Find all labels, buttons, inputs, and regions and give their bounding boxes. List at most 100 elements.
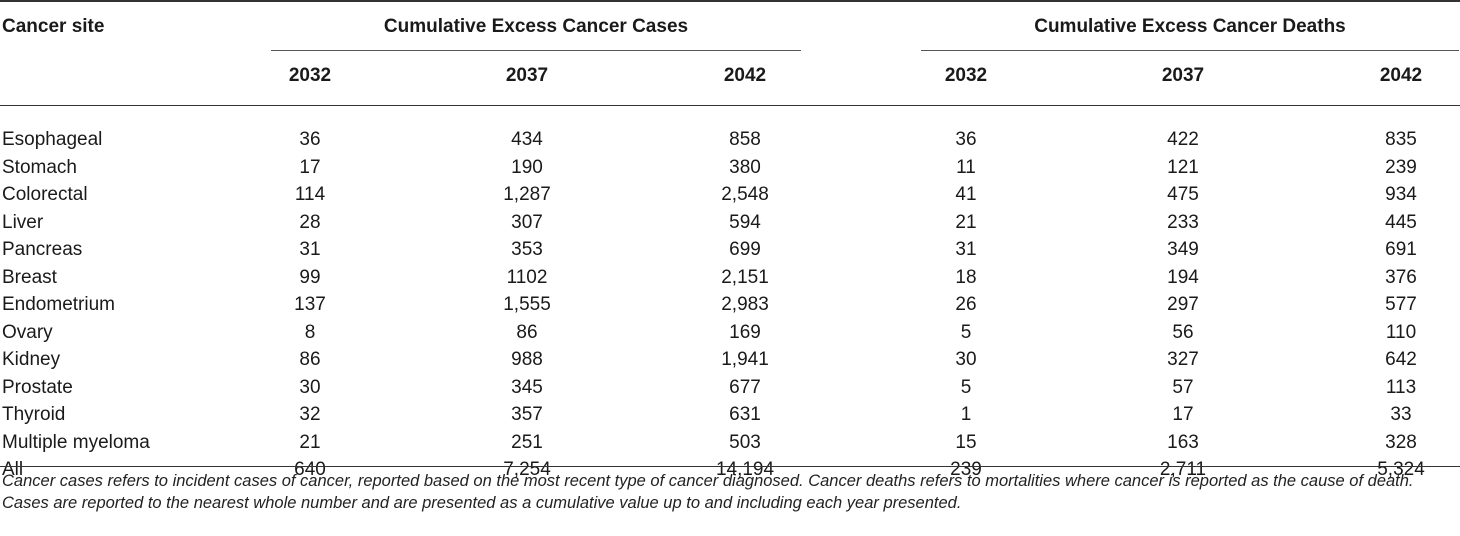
cell-cases-2032: 114	[294, 184, 326, 205]
cell-cancer-site: All	[2, 459, 24, 480]
table-row: Stomach 17 190 380 11 121 239	[0, 154, 1460, 182]
group-header-deaths: Cumulative Excess Cancer Deaths	[1034, 16, 1346, 37]
cell-cases-2032: 17	[299, 156, 321, 178]
table-row: Thyroid 32 357 631 1 17 33	[0, 401, 1460, 429]
cell-deaths-2037: 2,711	[1159, 459, 1207, 480]
cell-cancer-site: Stomach	[2, 156, 77, 178]
cell-deaths-2037: 233	[1167, 211, 1199, 233]
cell-cases-2032: 99	[299, 266, 321, 288]
cell-deaths-2037: 475	[1167, 184, 1199, 205]
cell-cancer-site: Multiple myeloma	[2, 431, 150, 453]
year-header-cases-2042: 2042	[723, 65, 767, 86]
cell-cases-2037: 1,287	[503, 184, 551, 205]
cell-cases-2037: 7,254	[503, 459, 551, 480]
cell-cases-2042: 631	[729, 404, 761, 425]
cell-cancer-site: Breast	[2, 266, 57, 288]
cell-cases-2037: 190	[511, 156, 543, 178]
cell-cases-2032: 30	[299, 376, 321, 398]
year-header-deaths-2032: 2032	[944, 65, 988, 86]
cell-cases-2042: 14,194	[715, 459, 775, 480]
cell-deaths-2037: 57	[1172, 376, 1194, 398]
year-header-deaths-2037: 2037	[1161, 65, 1205, 86]
year-header-cases-2032: 2032	[288, 65, 332, 86]
cell-deaths-2037: 297	[1167, 294, 1199, 315]
year-header-cases-2037: 2037	[505, 65, 549, 86]
cell-cases-2032: 28	[299, 211, 321, 233]
cell-cancer-site: Colorectal	[2, 184, 88, 205]
cell-cases-2032: 21	[299, 431, 321, 453]
cell-deaths-2032: 41	[955, 184, 977, 205]
header-bottom-rule	[0, 105, 1460, 106]
cell-deaths-2042: 239	[1385, 156, 1417, 178]
cell-deaths-2032: 31	[955, 239, 977, 260]
table-row: Esophageal 36 434 858 36 422 835	[0, 126, 1460, 154]
cell-cases-2032: 86	[299, 349, 321, 370]
cell-deaths-2032: 11	[956, 156, 976, 178]
cell-deaths-2042: 33	[1390, 404, 1412, 425]
cell-cancer-site: Esophageal	[2, 129, 103, 150]
cell-deaths-2042: 691	[1385, 239, 1417, 260]
cell-deaths-2042: 934	[1385, 184, 1417, 205]
cell-cancer-site: Liver	[2, 211, 44, 233]
table-row: Liver 28 307 594 21 233 445	[0, 209, 1460, 237]
table-row: Breast 99 1102 2,151 18 194 376	[0, 264, 1460, 292]
table-row: Kidney 86 988 1,941 30 327 642	[0, 346, 1460, 374]
cell-cases-2042: 169	[729, 321, 761, 343]
year-header-deaths-2042: 2042	[1379, 65, 1423, 86]
cell-deaths-2032: 1	[960, 404, 972, 425]
cell-cases-2037: 86	[516, 321, 538, 343]
cell-cases-2042: 380	[729, 156, 761, 178]
cell-deaths-2037: 349	[1167, 239, 1199, 260]
table-row: All 640 7,254 14,194 239 2,711 5,324	[0, 456, 1460, 484]
cell-deaths-2037: 163	[1167, 431, 1199, 453]
cell-cases-2042: 2,983	[721, 294, 769, 315]
cell-cases-2042: 1,941	[721, 349, 769, 370]
cell-cases-2032: 640	[294, 459, 326, 480]
cell-deaths-2042: 835	[1385, 129, 1417, 150]
cell-cases-2037: 345	[511, 376, 543, 398]
cell-deaths-2042: 110	[1385, 321, 1417, 343]
table-row: Pancreas 31 353 699 31 349 691	[0, 236, 1460, 264]
cell-deaths-2037: 17	[1172, 404, 1194, 425]
cell-deaths-2037: 56	[1172, 321, 1194, 343]
cell-cases-2042: 2,151	[721, 266, 769, 288]
excess-cancer-table-container: Cancer site Cumulative Excess Cancer Cas…	[0, 0, 1460, 480]
cell-cancer-site: Endometrium	[2, 294, 115, 315]
cell-deaths-2042: 113	[1385, 376, 1417, 398]
cell-deaths-2032: 5	[960, 321, 972, 343]
table-bottom-rule	[0, 466, 1460, 467]
cell-cases-2037: 357	[511, 404, 543, 425]
column-header-cancer-site: Cancer site	[2, 16, 105, 37]
cell-deaths-2037: 422	[1167, 129, 1199, 150]
cell-deaths-2032: 239	[950, 459, 982, 480]
cell-deaths-2037: 327	[1167, 349, 1199, 370]
group-header-cases: Cumulative Excess Cancer Cases	[383, 16, 689, 37]
cell-cancer-site: Kidney	[2, 349, 61, 370]
cell-cases-2042: 594	[729, 211, 761, 233]
cell-deaths-2042: 328	[1385, 431, 1417, 453]
cell-cases-2042: 503	[729, 431, 761, 453]
table-row: Endometrium 137 1,555 2,983 26 297 577	[0, 291, 1460, 319]
table-footnote: Cancer cases refers to incident cases of…	[2, 472, 1414, 512]
cell-deaths-2042: 5,324	[1377, 459, 1425, 480]
cell-deaths-2032: 36	[955, 129, 977, 150]
cell-deaths-2042: 445	[1385, 211, 1417, 233]
cell-deaths-2042: 642	[1385, 349, 1417, 370]
table-row: Multiple myeloma 21 251 503 15 163 328	[0, 429, 1460, 457]
cell-cases-2032: 36	[299, 129, 321, 150]
cell-cases-2032: 32	[299, 404, 321, 425]
cell-cases-2042: 677	[729, 376, 761, 398]
cell-cases-2037: 434	[511, 129, 543, 150]
cell-cases-2032: 137	[294, 294, 326, 315]
cell-deaths-2032: 18	[955, 266, 977, 288]
cell-cases-2037: 307	[511, 211, 543, 233]
cell-cases-2032: 31	[299, 239, 321, 260]
cell-cases-2037: 988	[511, 349, 543, 370]
cell-cases-2042: 2,548	[721, 184, 769, 205]
cell-cases-2042: 858	[729, 129, 761, 150]
cell-cases-2032: 8	[304, 321, 316, 343]
cell-deaths-2032: 21	[955, 211, 977, 233]
cell-cases-2042: 699	[729, 239, 761, 260]
cell-deaths-2032: 15	[955, 431, 977, 453]
cell-deaths-2032: 5	[960, 376, 972, 398]
